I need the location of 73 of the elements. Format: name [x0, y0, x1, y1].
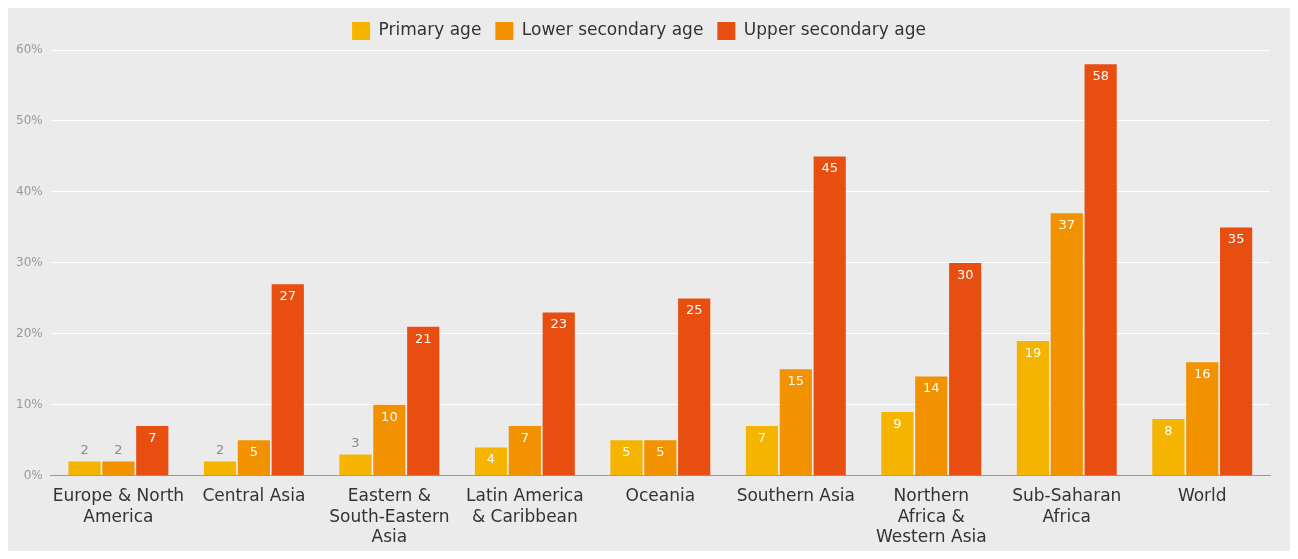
bar [881, 411, 914, 476]
bar [203, 461, 237, 476]
y-tick-label: 50% [16, 113, 43, 128]
data-label: 35 [1227, 231, 1245, 247]
bar [1050, 213, 1083, 476]
data-label: 25 [685, 302, 703, 318]
x-tick-label: Southern Asia [736, 485, 855, 506]
data-label: 4 [486, 451, 496, 467]
bar [1084, 64, 1117, 476]
data-label: 14 [923, 380, 940, 396]
bar [813, 156, 846, 476]
bar [102, 461, 135, 476]
data-label: 7 [148, 430, 157, 445]
data-label: 19 [1024, 344, 1042, 360]
data-label: 7 [520, 430, 529, 445]
data-label: 30 [956, 266, 974, 282]
y-tick-label: 0% [23, 467, 43, 482]
data-label: 8 [1164, 422, 1173, 438]
y-tick-label: 40% [16, 184, 43, 199]
bar [407, 326, 440, 476]
y-tick-label: 10% [16, 396, 43, 411]
x-tick-label: Oceania [625, 485, 696, 506]
data-label: 37 [1058, 217, 1076, 233]
bar [678, 298, 711, 476]
data-label: 21 [414, 330, 432, 346]
x-tick-label: Eastern & South-Eastern Asia [329, 485, 450, 547]
data-label: 3 [351, 435, 360, 451]
bar [237, 440, 270, 476]
data-label: 58 [1092, 68, 1109, 84]
x-tick-label: Europe & North America [52, 485, 185, 526]
bar [745, 426, 779, 476]
bar [136, 426, 169, 476]
legend-label: Upper secondary age [743, 19, 926, 40]
data-label: 7 [757, 430, 767, 445]
y-tick-label: 30% [16, 255, 43, 270]
x-tick-label: Latin America & Caribbean [466, 485, 584, 526]
bar [915, 376, 948, 476]
y-tick-label: 20% [16, 325, 43, 340]
x-tick-label: World [1177, 485, 1227, 506]
bar [949, 262, 982, 476]
bar [373, 404, 406, 476]
x-tick-label: Central Asia [202, 485, 306, 506]
legend-label: Primary age [378, 19, 482, 40]
bar [339, 454, 372, 476]
bar [1016, 340, 1049, 476]
legend-label: Lower secondary age [521, 19, 704, 40]
bar [644, 440, 677, 476]
data-label: 27 [279, 288, 297, 304]
bar [1220, 227, 1253, 476]
x-tick-label: Sub-Saharan Africa [1012, 485, 1122, 526]
data-label: 2 [114, 442, 123, 458]
data-label: 9 [893, 415, 902, 431]
data-label: 5 [656, 444, 665, 460]
data-label: 23 [550, 316, 567, 332]
bar [779, 369, 812, 476]
bar [508, 426, 541, 476]
data-label: 45 [821, 160, 838, 176]
x-tick-label: Northern Africa & Western Asia [875, 485, 987, 547]
bar [610, 440, 643, 476]
bar [474, 447, 508, 476]
data-label: 10 [381, 408, 398, 424]
data-label: 5 [249, 444, 259, 460]
data-label: 15 [787, 373, 805, 389]
bar [68, 461, 101, 476]
data-label: 2 [215, 442, 225, 458]
data-label: 5 [622, 444, 631, 460]
data-label: 2 [80, 442, 89, 458]
bar [1186, 362, 1219, 476]
bar [1152, 419, 1185, 476]
bar [271, 284, 304, 476]
y-tick-label: 60% [16, 42, 43, 57]
data-label: 16 [1193, 366, 1211, 382]
bar [542, 312, 575, 476]
